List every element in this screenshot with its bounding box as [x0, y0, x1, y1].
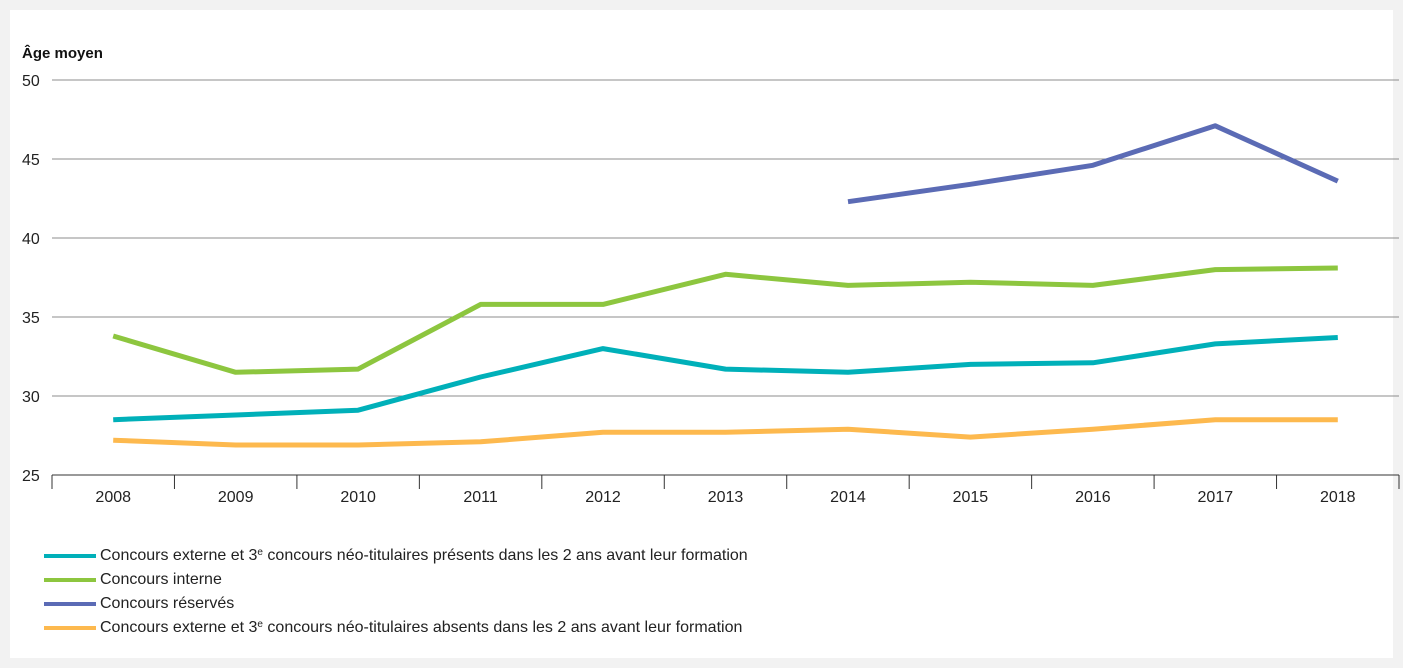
x-tick-label: 2018: [1320, 489, 1356, 506]
legend-label: Concours externe et 3e concours néo-titu…: [100, 619, 743, 636]
x-tick-label: 2008: [95, 489, 131, 506]
y-tick-label: 30: [22, 389, 40, 406]
y-tick-label: 50: [22, 73, 40, 90]
legend-label: Concours externe et 3e concours néo-titu…: [100, 547, 748, 564]
series-line-1: [113, 335, 1338, 423]
x-tick-label: 2012: [585, 489, 621, 506]
y-axis-label: Âge moyen: [22, 44, 103, 62]
legend-item-4: Concours externe et 3e concours néo-titu…: [44, 616, 748, 640]
series-line-3: [847, 123, 1339, 205]
legend-swatch: [44, 626, 96, 630]
x-tick-label: 2013: [708, 489, 744, 506]
x-tick-label: 2009: [218, 489, 254, 506]
legend-label: Concours réservés: [100, 595, 235, 612]
series-line-4: [113, 417, 1338, 448]
x-tick-label: 2015: [953, 489, 989, 506]
series-line-2: [112, 265, 1338, 375]
x-tick-label: 2014: [830, 489, 866, 506]
y-tick-label: 40: [22, 231, 40, 248]
legend: Concours externe et 3e concours néo-titu…: [44, 544, 748, 640]
legend-item-3: Concours réservés: [44, 592, 748, 616]
legend-swatch: [44, 554, 96, 558]
legend-swatch: [44, 602, 96, 606]
legend-label: Concours interne: [100, 571, 222, 588]
legend-item-2: Concours interne: [44, 568, 748, 592]
legend-swatch: [44, 578, 96, 582]
y-tick-label: 45: [22, 152, 40, 169]
x-tick-label: 2016: [1075, 489, 1111, 506]
y-tick-label: 25: [22, 468, 40, 485]
y-tick-label: 35: [22, 310, 40, 327]
x-tick-label: 2010: [340, 489, 376, 506]
x-tick-label: 2017: [1198, 489, 1234, 506]
legend-item-1: Concours externe et 3e concours néo-titu…: [44, 544, 748, 568]
x-tick-label: 2011: [463, 489, 498, 506]
